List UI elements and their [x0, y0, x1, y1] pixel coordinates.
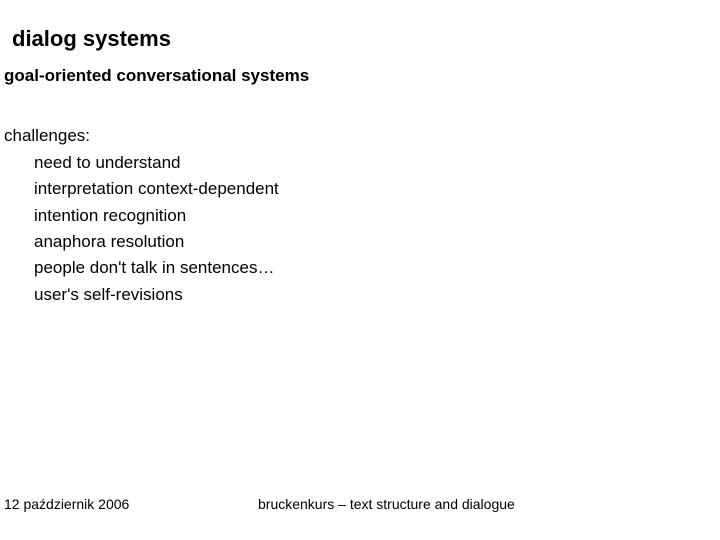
slide: dialog systems goal-oriented conversatio… [0, 0, 720, 540]
list-item: need to understand [34, 150, 279, 176]
footer-date: 12 październik 2006 [4, 496, 129, 512]
list-item: intention recognition [34, 203, 279, 229]
list-item: people don't talk in sentences… [34, 255, 279, 281]
slide-title: dialog systems [12, 26, 171, 52]
list-item: interpretation context-dependent [34, 176, 279, 202]
list-item: anaphora resolution [34, 229, 279, 255]
bullet-list: need to understand interpretation contex… [34, 150, 279, 308]
section-label: challenges: [4, 126, 90, 146]
slide-subtitle: goal-oriented conversational systems [4, 66, 309, 86]
list-item: user's self-revisions [34, 282, 279, 308]
footer-course: bruckenkurs – text structure and dialogu… [258, 496, 515, 512]
